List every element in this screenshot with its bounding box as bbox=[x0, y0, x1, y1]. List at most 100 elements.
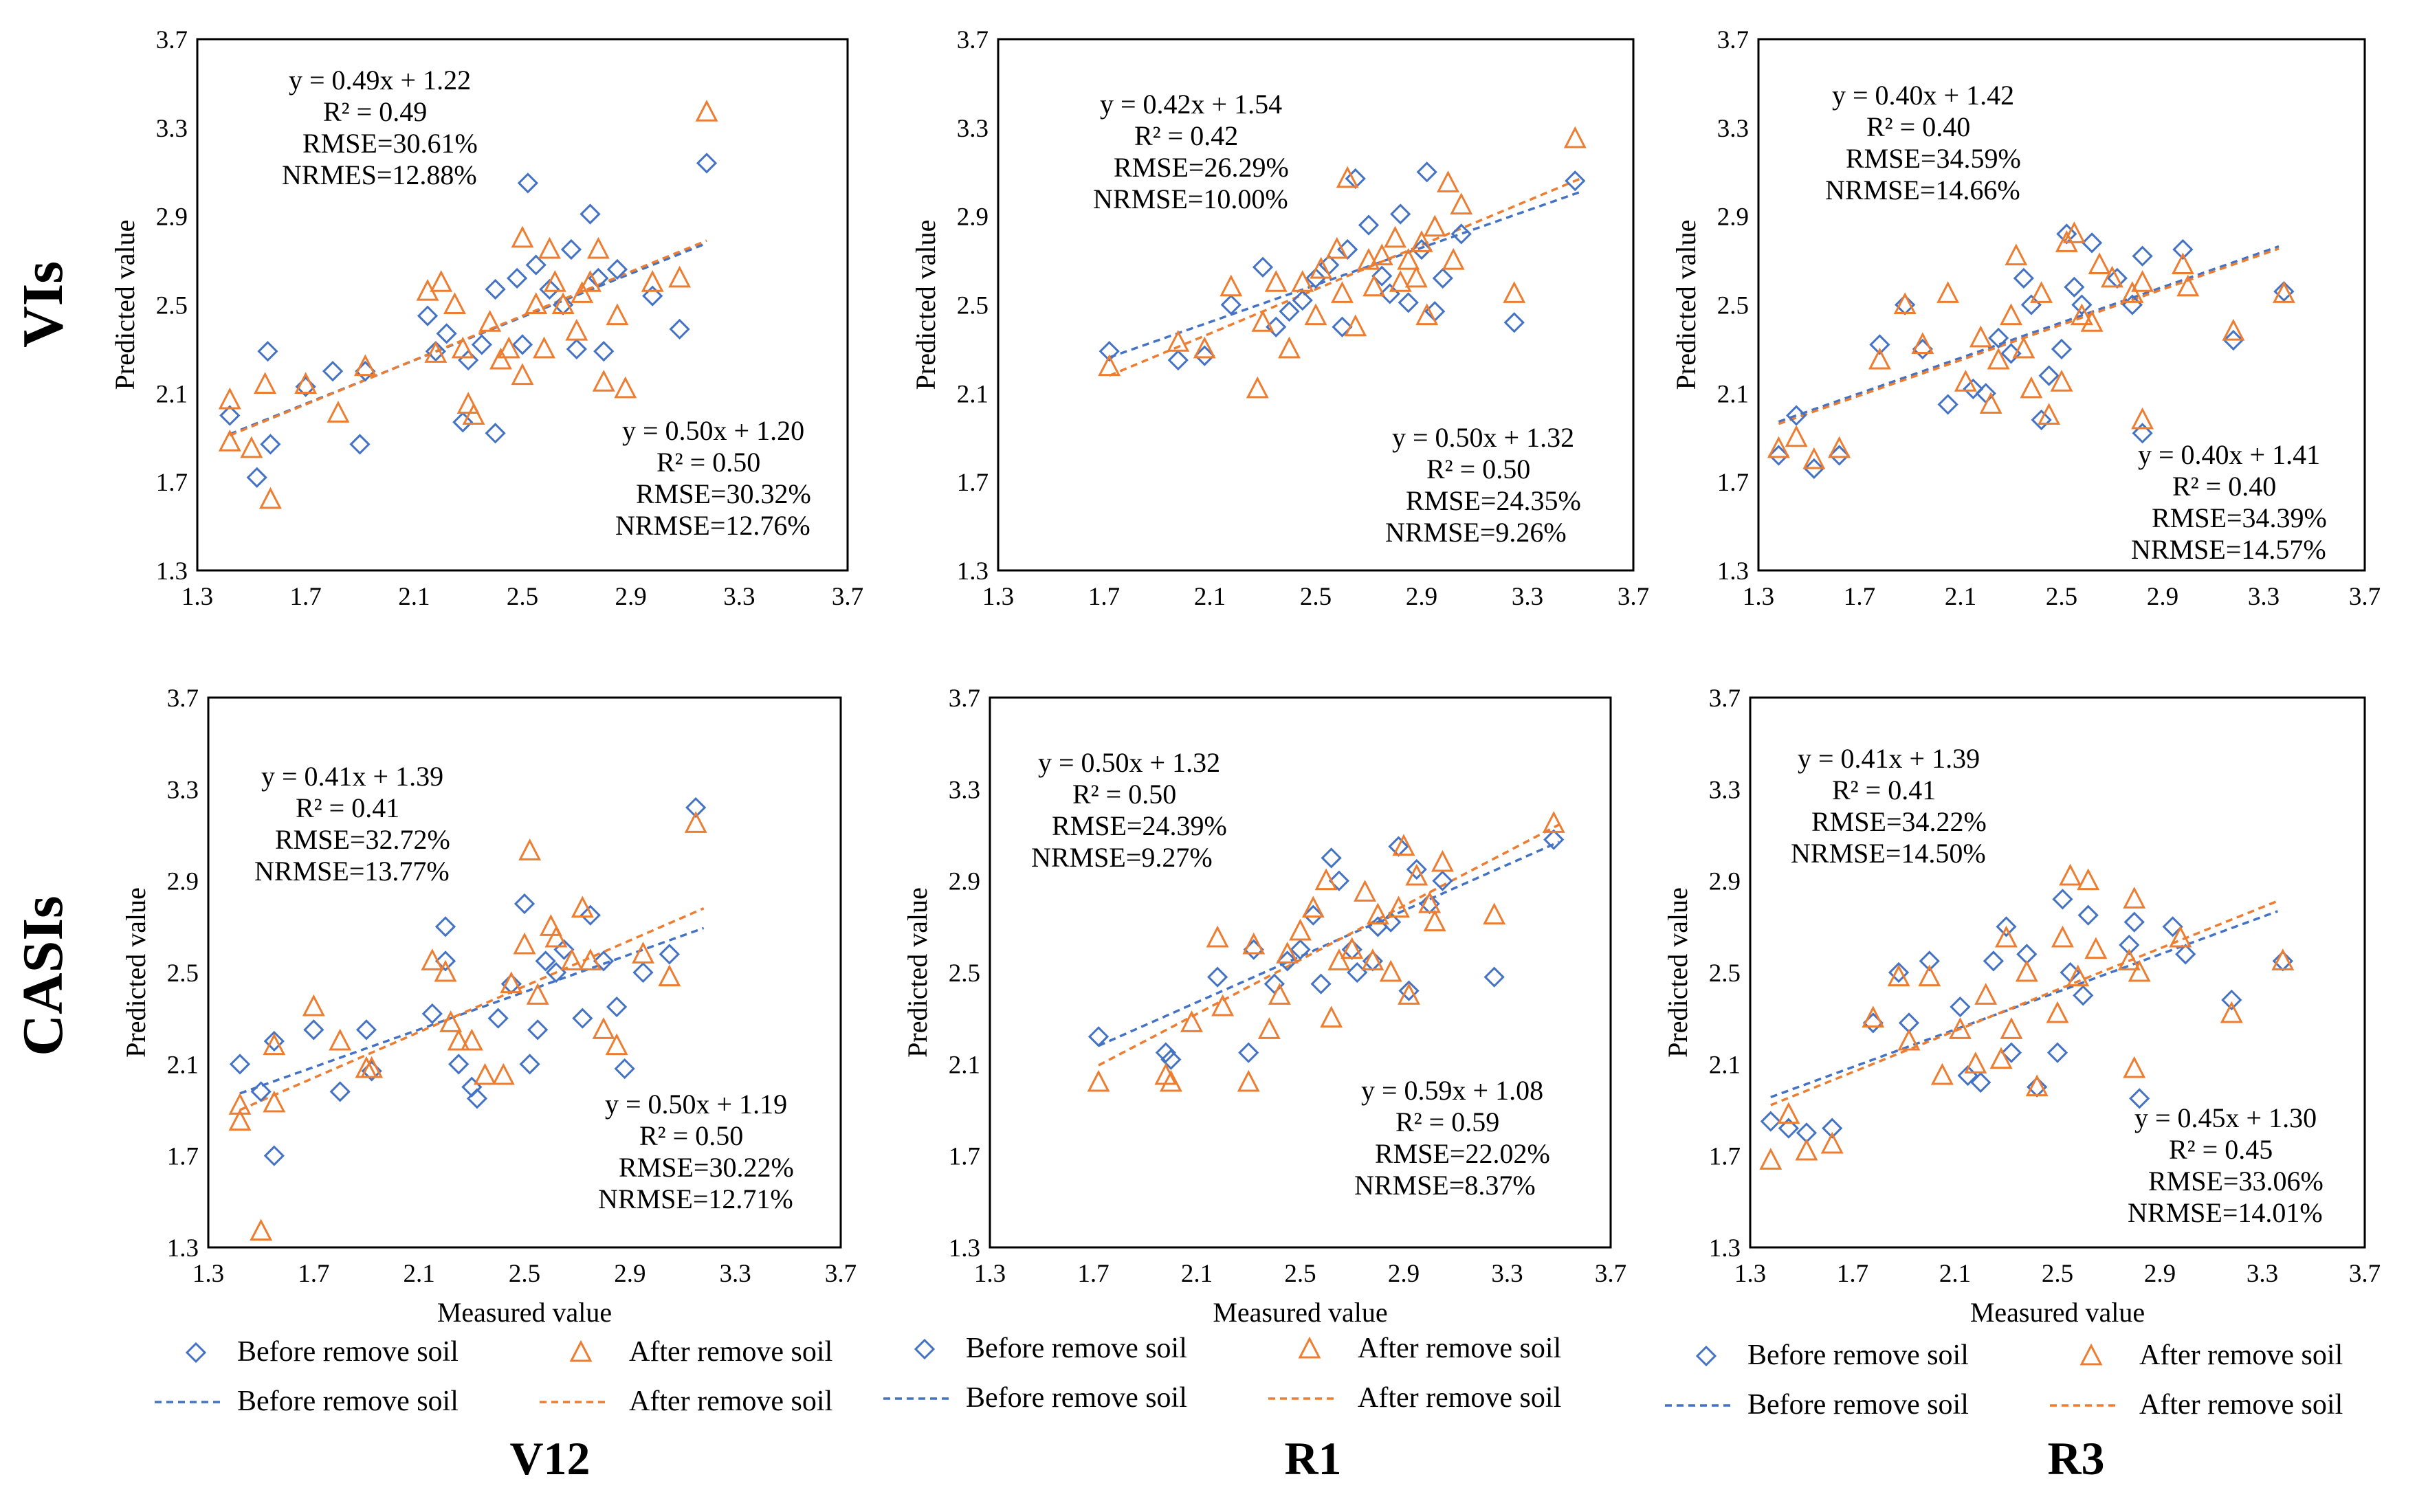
trendline-after bbox=[1770, 900, 2279, 1107]
point-after bbox=[533, 336, 556, 359]
trendline-after bbox=[239, 907, 705, 1111]
point-before bbox=[1411, 238, 1433, 260]
point-before bbox=[1305, 267, 1327, 289]
y-tick-label: 2.1 bbox=[1709, 1051, 1741, 1079]
plot-frame bbox=[1749, 696, 2366, 1249]
annotation-after: NRMSE=9.26% bbox=[1385, 517, 1567, 548]
point-after bbox=[1098, 354, 1121, 377]
x-tick-label: 2.5 bbox=[1284, 1260, 1316, 1288]
annotation-after: RMSE=34.39% bbox=[2152, 502, 2327, 533]
trendline-before bbox=[239, 926, 705, 1095]
point-after bbox=[1964, 1052, 1987, 1074]
x-tick-label: 2.1 bbox=[398, 583, 430, 611]
point-before bbox=[2046, 1042, 2068, 1063]
point-before bbox=[2013, 267, 2034, 289]
y-tick-label: 3.7 bbox=[957, 26, 989, 54]
column-label: V12 bbox=[509, 1432, 590, 1485]
y-tick-label: 2.1 bbox=[1717, 380, 1749, 408]
point-after bbox=[1206, 925, 1229, 948]
x-tick-label: 1.3 bbox=[1743, 583, 1774, 611]
point-before bbox=[2031, 409, 2052, 431]
point-after bbox=[1320, 1005, 1343, 1028]
x-axis-label: Measured value bbox=[437, 1297, 612, 1328]
point-after bbox=[1219, 274, 1243, 297]
legend-marker-before bbox=[185, 1342, 207, 1364]
y-tick-label: 3.7 bbox=[949, 685, 980, 713]
annotation-before: y = 0.50x + 1.32 bbox=[1038, 747, 1220, 778]
point-before bbox=[1768, 445, 1789, 466]
trendline-after bbox=[1778, 247, 2280, 425]
point-after bbox=[1276, 942, 1299, 964]
point-after bbox=[571, 896, 594, 918]
annotation-after: RMSE=30.22% bbox=[619, 1152, 794, 1183]
point-before bbox=[2000, 1042, 2022, 1063]
point-before bbox=[425, 341, 446, 362]
point-after bbox=[353, 354, 377, 377]
x-tick-label: 2.5 bbox=[1300, 583, 1332, 611]
point-before bbox=[1238, 1042, 1259, 1063]
annotation-before: NRMSE=14.66% bbox=[1825, 175, 2020, 205]
point-before bbox=[560, 238, 582, 260]
point-after bbox=[1828, 436, 1851, 458]
x-tick-label: 3.3 bbox=[2247, 1260, 2278, 1288]
point-before bbox=[642, 285, 663, 307]
trendline-after bbox=[1098, 823, 1560, 1067]
y-tick-label: 1.3 bbox=[1709, 1234, 1741, 1263]
point-after bbox=[302, 994, 325, 1016]
trendline-before bbox=[1109, 190, 1581, 359]
point-after bbox=[1397, 247, 1420, 270]
point-after bbox=[1289, 918, 1312, 941]
y-tick-label: 2.9 bbox=[156, 203, 188, 232]
annotation-before: y = 0.49x + 1.22 bbox=[289, 65, 471, 96]
x-tick-label: 2.9 bbox=[615, 583, 647, 611]
point-before bbox=[1290, 939, 1311, 960]
point-after bbox=[1437, 170, 1459, 192]
x-tick-label: 2.1 bbox=[1945, 583, 1976, 611]
annotation-before: NRMSE=13.77% bbox=[254, 856, 450, 887]
point-after bbox=[1193, 336, 1216, 359]
point-after bbox=[2020, 376, 2043, 399]
point-after bbox=[240, 436, 263, 458]
point-before bbox=[2222, 329, 2244, 351]
point-after bbox=[2066, 964, 2090, 987]
legend-label-after-line: After remove soil bbox=[1358, 1382, 1561, 1414]
point-before bbox=[1398, 292, 1419, 313]
legend-label-before-line: Before remove soil bbox=[237, 1386, 459, 1417]
point-after bbox=[538, 236, 561, 259]
annotation-before: R² = 0.41 bbox=[1832, 775, 1936, 805]
point-before bbox=[466, 1088, 488, 1109]
point-after bbox=[2012, 336, 2035, 359]
point-before bbox=[1243, 939, 1264, 960]
y-tick-label: 3.3 bbox=[167, 776, 199, 804]
point-after bbox=[1862, 1005, 1885, 1028]
y-tick-label: 2.5 bbox=[1709, 959, 1741, 988]
point-after bbox=[592, 1017, 615, 1039]
annotation-after: R² = 0.45 bbox=[2169, 1134, 2273, 1165]
legend-marker-after bbox=[1298, 1336, 1321, 1359]
point-after bbox=[1563, 126, 1587, 148]
annotation-before: R² = 0.42 bbox=[1134, 120, 1238, 151]
point-after bbox=[1911, 332, 1934, 354]
point-after bbox=[586, 236, 610, 259]
x-tick-label: 1.7 bbox=[1844, 583, 1875, 611]
x-tick-label: 2.5 bbox=[509, 1260, 540, 1288]
point-after bbox=[1936, 281, 1960, 303]
x-tick-label: 1.7 bbox=[1077, 1260, 1109, 1288]
annotation-before: NRMSE=10.00% bbox=[1093, 184, 1288, 214]
point-before bbox=[514, 893, 536, 915]
point-after bbox=[560, 948, 584, 970]
x-tick-label: 3.3 bbox=[2248, 583, 2280, 611]
point-after bbox=[511, 225, 534, 248]
x-tick-label: 2.5 bbox=[507, 583, 538, 611]
point-before bbox=[471, 334, 492, 355]
point-after bbox=[565, 318, 588, 341]
point-after bbox=[579, 948, 602, 970]
point-before bbox=[2071, 294, 2093, 315]
annotation-before: NRMSE=14.50% bbox=[1791, 838, 1986, 869]
point-before bbox=[434, 950, 456, 972]
point-after bbox=[1340, 937, 1364, 959]
point-after bbox=[439, 1010, 463, 1032]
point-after bbox=[258, 487, 282, 509]
y-tick-label: 2.9 bbox=[1717, 203, 1749, 232]
point-before bbox=[246, 467, 267, 488]
